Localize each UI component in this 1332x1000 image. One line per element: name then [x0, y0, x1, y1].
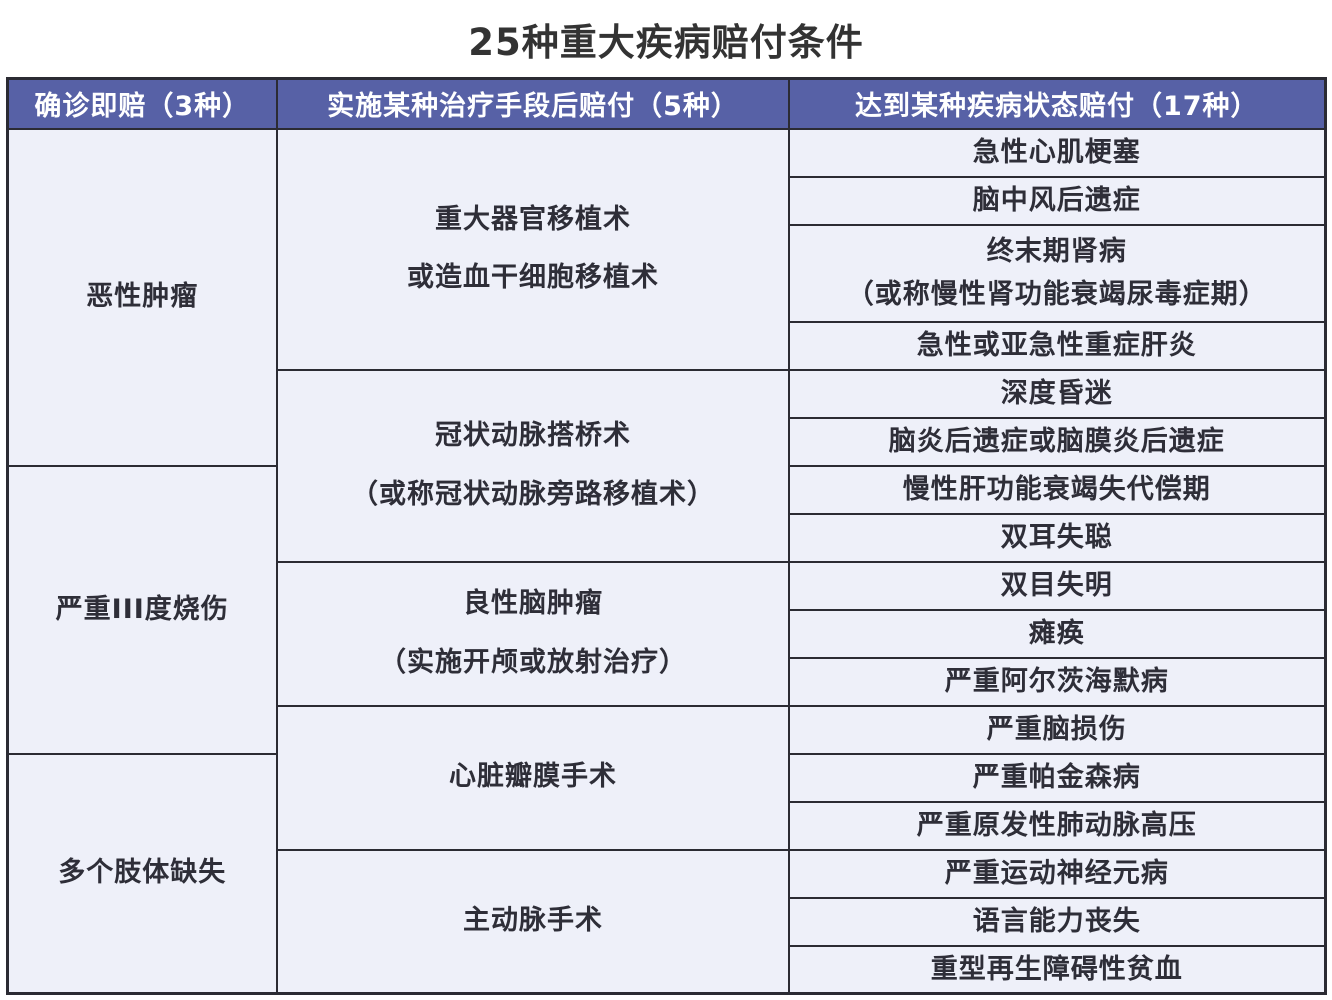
- table-row: 脑中风后遗症: [7, 175, 1326, 226]
- condition-cell: 严重脑损伤: [788, 704, 1326, 755]
- table-row: 重型再生障碍性贫血: [7, 944, 1326, 995]
- condition-cell: 急性或亚急性重症肝炎: [788, 320, 1326, 371]
- category-cell: 恶性肿瘤: [6, 127, 278, 467]
- condition-cell: 脑中风后遗症: [788, 175, 1326, 226]
- header-row: 确诊即赔（3种） 实施某种治疗手段后赔付（5种） 达到某种疾病状态赔付（17种）: [6, 77, 1326, 130]
- table-row: 脑炎后遗症或脑膜炎后遗症: [7, 416, 1326, 467]
- treatment-cell: 良性脑肿瘤 （实施开颅或放射治疗）: [276, 560, 790, 707]
- table-row: 主动脉手术 严重运动神经元病: [7, 848, 1326, 995]
- table-row: 终末期肾病 （或称慢性肾功能衰竭尿毒症期）: [7, 223, 1326, 323]
- table-row: 语言能力丧失: [7, 896, 1326, 947]
- condition-cell: 严重阿尔茨海默病: [788, 656, 1326, 707]
- header-cell-treatment: 实施某种治疗手段后赔付（5种）: [276, 77, 790, 130]
- condition-cell: 语言能力丧失: [788, 896, 1326, 947]
- condition-cell: 终末期肾病 （或称慢性肾功能衰竭尿毒症期）: [788, 223, 1326, 323]
- condition-cell: 慢性肝功能衰竭失代偿期: [788, 464, 1326, 515]
- table-row: 严重原发性肺动脉高压: [7, 800, 1326, 851]
- condition-cell: 严重帕金森病: [788, 752, 1326, 803]
- critical-illness-table: 确诊即赔（3种） 实施某种治疗手段后赔付（5种） 达到某种疾病状态赔付（17种）…: [5, 77, 1327, 995]
- table-row: 恶性肿瘤 重大器官移植术 或造血干细胞移植术 急性心肌梗塞: [6, 127, 1326, 467]
- category-cell: 多个肢体缺失: [6, 752, 278, 995]
- header-cell-condition: 达到某种疾病状态赔付（17种）: [788, 77, 1326, 130]
- treatment-cell: 心脏瓣膜手术: [276, 704, 790, 851]
- table-row: 良性脑肿瘤 （实施开颅或放射治疗） 双目失明: [7, 560, 1326, 707]
- table-row: 严重III度烧伤 慢性肝功能衰竭失代偿期: [6, 464, 1326, 755]
- category-cell: 严重III度烧伤: [6, 464, 278, 755]
- condition-cell: 严重运动神经元病: [788, 848, 1326, 899]
- table-row: 冠状动脉搭桥术 （或称冠状动脉旁路移植术） 深度昏迷: [7, 368, 1326, 563]
- condition-cell: 双目失明: [788, 560, 1326, 611]
- table-row: 急性或亚急性重症肝炎: [7, 320, 1326, 371]
- table-row: 严重阿尔茨海默病: [7, 656, 1326, 707]
- condition-cell: 急性心肌梗塞: [788, 127, 1326, 178]
- table-row: 双耳失聪: [7, 512, 1326, 563]
- table-row: 心脏瓣膜手术 严重脑损伤: [7, 704, 1326, 851]
- condition-cell: 严重原发性肺动脉高压: [788, 800, 1326, 851]
- page-title: 25种重大疾病赔付条件: [468, 21, 864, 64]
- header-cell-diagnosis: 确诊即赔（3种）: [6, 77, 278, 130]
- condition-cell: 重型再生障碍性贫血: [788, 944, 1326, 995]
- condition-cell: 瘫痪: [788, 608, 1326, 659]
- condition-cell: 脑炎后遗症或脑膜炎后遗症: [788, 416, 1326, 467]
- condition-cell: 双耳失聪: [788, 512, 1326, 563]
- condition-cell: 深度昏迷: [788, 368, 1326, 419]
- treatment-cell: 主动脉手术: [276, 848, 790, 995]
- treatment-cell: 重大器官移植术 或造血干细胞移植术: [276, 127, 790, 371]
- table-row: 瘫痪: [7, 608, 1326, 659]
- table-row: 多个肢体缺失 严重帕金森病: [6, 752, 1326, 995]
- treatment-cell: 冠状动脉搭桥术 （或称冠状动脉旁路移植术）: [276, 368, 790, 563]
